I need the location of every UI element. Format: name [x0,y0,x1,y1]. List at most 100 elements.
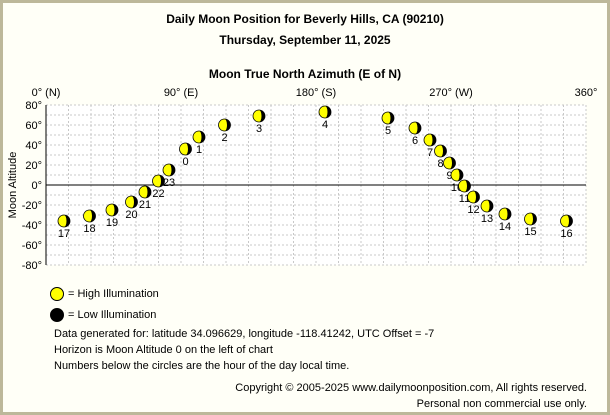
y-tick-label: -40° [22,220,42,232]
hour-label: 16 [560,228,572,240]
hour-label: 20 [125,209,137,221]
hour-label: 7 [427,147,433,159]
moon-point: 1 [192,130,206,156]
x-tick-label: 90° (E) [164,87,198,99]
moon-shadow [145,186,151,198]
hour-label: 14 [499,221,511,233]
x-axis-title: Moon True North Azimuth (E of N) [208,67,402,81]
moon-point: 3 [252,109,266,135]
moon-point: 12 [467,190,480,216]
hour-label-note: Numbers below the circles are the hour o… [54,360,350,372]
moon-shadow [112,204,118,216]
hour-label: 5 [385,125,391,137]
moon-shadow [505,208,511,220]
chart-subtitle: Thursday, September 11, 2025 [219,33,391,47]
moon-shadow [169,164,175,176]
hour-label: 18 [83,223,95,235]
moon-shadow [449,157,456,169]
legend-low-illumination: = Low Illumination [50,308,156,322]
moon-shadow [430,134,436,146]
moon-shadow [199,131,205,143]
moon-point: 21 [138,185,152,211]
y-tick-label: 40° [25,140,42,152]
moon-point: 8 [434,144,447,170]
hour-label: 12 [467,204,479,216]
horizon-note: Horizon is Moon Altitude 0 on the left o… [54,344,273,356]
legend-high-label: = High Illumination [68,288,159,300]
moon-point: 7 [423,133,437,159]
hour-label: 3 [256,123,262,135]
moon-shadow [185,143,192,155]
y-tick-label: 0° [31,180,42,192]
moon-point: 15 [524,212,537,238]
moon-point: 4 [318,105,332,131]
hour-label: 13 [481,213,493,225]
moon-shadow [457,169,463,181]
moon-shadow [440,145,447,157]
y-axis-title: Moon Altitude [7,152,19,219]
copyright-text: Copyright © 2005-2025 www.dailymoonposit… [235,382,587,394]
hour-label: 23 [163,177,175,189]
moon-shadow [89,210,96,222]
x-tick-label: 360° [575,87,598,99]
moon-shadow [487,200,493,213]
y-tick-label: 80° [25,100,42,112]
x-tick-label: 180° (S) [296,87,336,99]
hour-label: 17 [58,228,70,240]
moon-shadow [64,215,70,228]
hour-label: 1 [196,144,202,156]
moon-point: 13 [480,199,494,225]
hour-label: 0 [182,156,188,168]
moon-shadow [464,180,471,192]
data-location-note: Data generated for: latitude 34.096629, … [54,328,435,340]
hour-label: 9 [446,170,452,182]
black-circle-icon [50,308,64,322]
moon-point: 19 [105,203,119,229]
moon-shadow [131,196,138,208]
moon-shadow [259,110,265,122]
y-tick-label: 20° [25,160,42,172]
moon-point: 11 [458,179,471,205]
moon-point: 17 [57,214,71,240]
y-tick-label: 60° [25,120,42,132]
moon-shadow [473,191,480,203]
hour-label: 2 [221,132,227,144]
moon-position-chart: 80° 60° 40° 20° 0° -20° -40° -60° -80° 0° (N) 90° … [7,87,597,272]
hour-label: 8 [437,158,443,170]
moon-shadow [224,119,231,131]
moon-point: 2 [218,118,231,144]
hour-label: 19 [106,217,118,229]
chart-title: Daily Moon Position for Beverly Hills, C… [166,12,444,26]
moon-point: 16 [560,214,573,240]
legend-high-illumination: = High Illumination [50,287,159,301]
moon-point: 14 [498,207,512,233]
moon-shadow [566,215,573,228]
y-tick-label: -20° [22,200,42,212]
hour-label: 21 [139,199,151,211]
moon-shadow [388,112,394,125]
hour-label: 22 [152,188,164,200]
hour-label: 11 [459,193,470,205]
moon-point: 5 [381,111,395,137]
y-tick-label: -60° [22,240,42,252]
moon-shadow [158,175,165,187]
yellow-circle-icon [50,287,64,301]
x-tick-label: 0° (N) [32,87,61,99]
moon-point: 10 [450,168,464,194]
moon-shadow [530,213,537,225]
moon-point: 6 [408,121,422,147]
hour-label: 15 [524,226,536,238]
y-tick-label: -80° [22,260,42,272]
moon-point: 0 [179,142,192,168]
x-tick-label: 270° (W) [429,87,473,99]
hour-label: 4 [322,119,328,131]
moon-shadow [415,122,421,134]
moon-point: 23 [162,163,176,189]
moon-point: 9 [443,156,456,182]
axes: 80° 60° 40° 20° 0° -20° -40° -60° -80° 0° (N) 90° … [7,87,597,272]
hour-label: 6 [412,135,418,147]
legend-low-label: = Low Illumination [68,309,157,321]
moon-point: 20 [125,195,138,221]
